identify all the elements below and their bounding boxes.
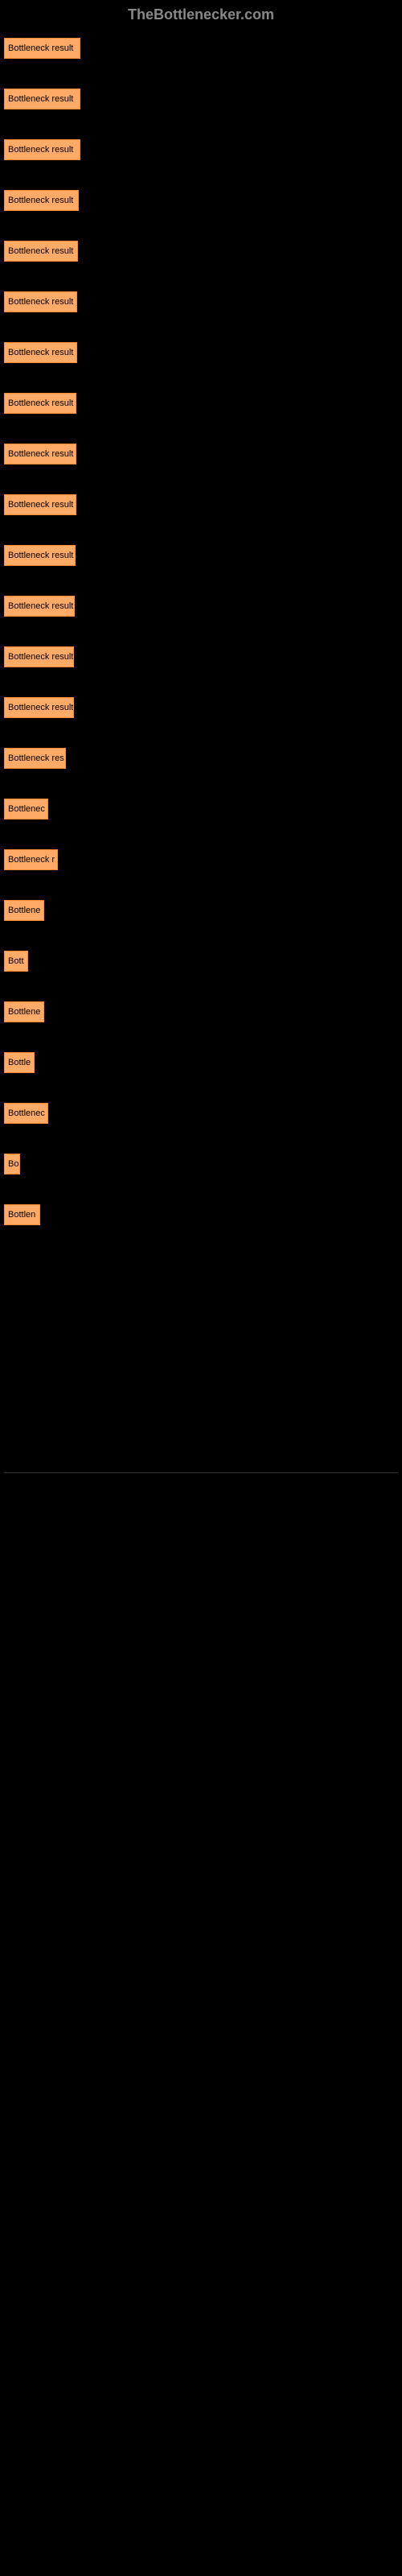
bottleneck-bar[interactable]: Bottleneck result — [4, 241, 78, 262]
bottleneck-bar[interactable]: Bottleneck result — [4, 139, 80, 160]
bottleneck-bar[interactable]: Bott — [4, 951, 28, 972]
bottleneck-bar[interactable]: Bottleneck result — [4, 697, 74, 718]
bar-row: Bottleneck result — [4, 342, 398, 367]
bar-row: Bottlenec — [4, 1103, 398, 1128]
bottleneck-bar[interactable]: Bottleneck result — [4, 291, 77, 312]
bar-row: Bottleneck result — [4, 494, 398, 519]
bottleneck-bar[interactable]: Bottleneck result — [4, 190, 79, 211]
bar-row: Bottle — [4, 1052, 398, 1077]
bottleneck-bar[interactable]: Bottlene — [4, 1001, 44, 1022]
site-header: TheBottlenecker.com — [0, 0, 402, 30]
bar-row: Bottleneck result — [4, 697, 398, 722]
bottleneck-bar[interactable]: Bottleneck result — [4, 494, 76, 515]
bar-row: Bottleneck result — [4, 393, 398, 418]
bottleneck-bar[interactable]: Bottleneck r — [4, 849, 58, 870]
bar-row: Bottleneck result — [4, 545, 398, 570]
bottleneck-bar[interactable]: Bottleneck result — [4, 393, 76, 414]
bottleneck-bar[interactable]: Bottleneck result — [4, 89, 80, 109]
bar-row: Bottleneck res — [4, 748, 398, 773]
bottleneck-bar[interactable]: Bottleneck res — [4, 748, 66, 769]
bar-row: Bo — [4, 1154, 398, 1179]
bar-row: Bottlenec — [4, 799, 398, 824]
bar-row: Bottleneck result — [4, 38, 398, 63]
bottleneck-bar[interactable]: Bottle — [4, 1052, 35, 1073]
bottleneck-bar[interactable]: Bottlen — [4, 1204, 40, 1225]
bottleneck-bar[interactable]: Bottlenec — [4, 1103, 48, 1124]
site-title: TheBottlenecker.com — [128, 6, 274, 23]
bar-row: Bottleneck result — [4, 241, 398, 266]
bar-row: Bottleneck result — [4, 596, 398, 621]
bar-row: Bottlene — [4, 900, 398, 925]
bar-row: Bottleneck result — [4, 190, 398, 215]
bottleneck-bar[interactable]: Bottleneck result — [4, 646, 74, 667]
bar-row: Bott — [4, 951, 398, 976]
bottleneck-bar[interactable]: Bottleneck result — [4, 545, 76, 566]
bar-row: Bottleneck result — [4, 291, 398, 316]
bottleneck-bar[interactable]: Bottleneck result — [4, 342, 77, 363]
chart-container: Bottleneck result Bottleneck result Bott… — [0, 30, 402, 1263]
section-divider — [4, 1472, 398, 1473]
bar-row: Bottleneck result — [4, 646, 398, 671]
bottleneck-bar[interactable]: Bottleneck result — [4, 596, 75, 617]
bar-row: Bottleneck result — [4, 139, 398, 164]
bar-row: Bottleneck r — [4, 849, 398, 874]
bar-row: Bottlene — [4, 1001, 398, 1026]
bar-row: Bottleneck result — [4, 444, 398, 469]
bar-row: Bottleneck result — [4, 89, 398, 114]
bottleneck-bar[interactable]: Bottlene — [4, 900, 44, 921]
bar-row: Bottlen — [4, 1204, 398, 1229]
bottleneck-bar[interactable]: Bottleneck result — [4, 38, 80, 59]
bottleneck-bar[interactable]: Bottlenec — [4, 799, 48, 819]
bottleneck-bar[interactable]: Bo — [4, 1154, 20, 1174]
bottleneck-bar[interactable]: Bottleneck result — [4, 444, 76, 464]
